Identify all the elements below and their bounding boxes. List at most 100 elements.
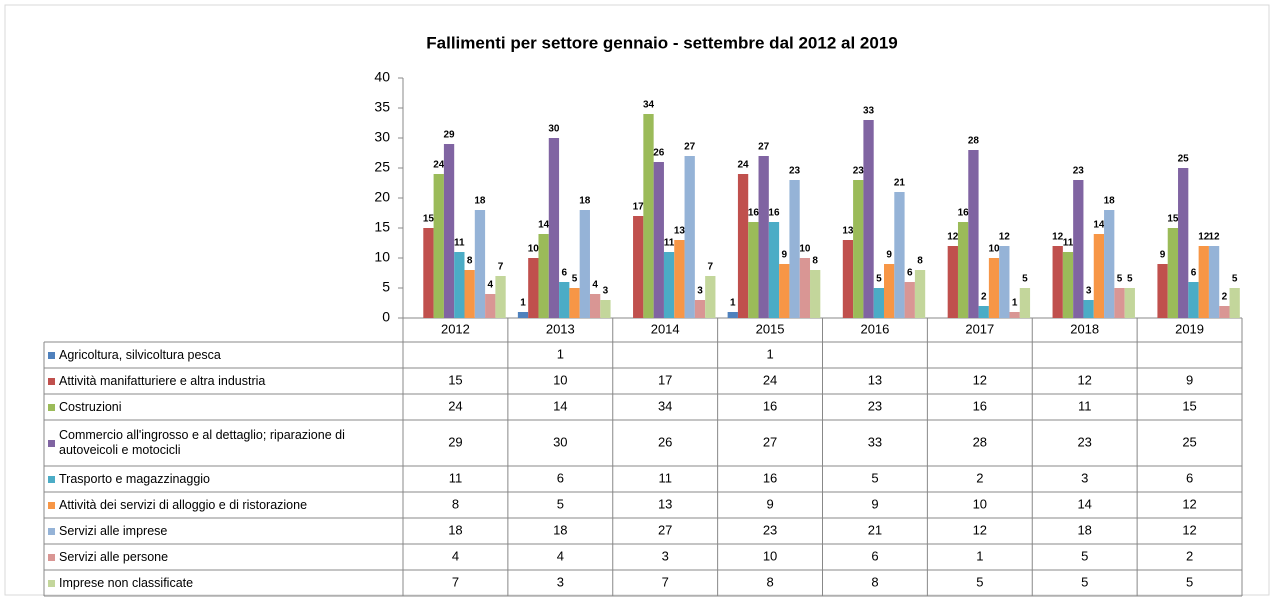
data-label: 4: [592, 280, 598, 291]
legend-cell: Attività manifatturiere e altra industri…: [44, 368, 403, 394]
data-label: 25: [1178, 154, 1190, 165]
table-value: 1: [976, 548, 983, 563]
data-label: 5: [1127, 274, 1133, 285]
bar: [600, 300, 611, 318]
data-label: 13: [674, 226, 686, 237]
table-value: 1: [766, 346, 773, 361]
data-label: 6: [1191, 268, 1197, 279]
bar: [1188, 282, 1199, 318]
table-value: 21: [868, 522, 882, 537]
data-label: 10: [988, 244, 1000, 255]
table-value: 14: [1077, 496, 1091, 511]
legend-entry: Attività manifatturiere e altra industri…: [44, 368, 403, 394]
table-value: 16: [763, 470, 777, 485]
bar: [1198, 246, 1209, 318]
data-label: 2: [1222, 292, 1228, 303]
data-label: 10: [799, 244, 811, 255]
table-value: 4: [452, 548, 459, 563]
table-value: 5: [1186, 574, 1193, 589]
bar: [548, 138, 560, 318]
bar: [485, 294, 496, 318]
table-value: 2: [1186, 548, 1193, 563]
data-label: 18: [579, 196, 591, 207]
table-value: 8: [452, 496, 459, 511]
x-tick-label: 2018: [1070, 321, 1099, 336]
bar: [663, 252, 675, 318]
y-tick-label: 25: [374, 159, 390, 175]
legend-cell: Servizi alle imprese: [48, 523, 168, 538]
table-value: 27: [763, 434, 777, 449]
data-label: 18: [474, 196, 486, 207]
table-value: 7: [452, 574, 459, 589]
data-label: 11: [664, 238, 675, 249]
legend-label: Servizi alle imprese: [59, 523, 168, 538]
bar: [1178, 168, 1189, 318]
data-label: 23: [789, 166, 801, 177]
bar: [538, 234, 549, 318]
data-label: 8: [812, 256, 818, 267]
bar: [789, 180, 800, 318]
bar: [968, 150, 979, 318]
data-label: 10: [528, 244, 540, 255]
bar: [1093, 234, 1105, 318]
table-value: 24: [448, 398, 462, 413]
bar: [694, 300, 706, 318]
bar: [1019, 288, 1031, 318]
table-value: 2: [976, 470, 983, 485]
y-tick-label: 0: [382, 309, 390, 325]
bar: [894, 192, 905, 318]
table-value: 30: [553, 434, 567, 449]
y-tick-label: 10: [374, 249, 390, 265]
data-label: 12: [999, 232, 1011, 243]
data-label: 5: [572, 274, 578, 285]
bar: [884, 264, 895, 318]
data-label: 12: [1198, 232, 1210, 243]
x-tick-label: 2016: [860, 321, 889, 336]
legend-cell: Servizi alle persone: [48, 550, 168, 564]
legend-entry: Imprese non classificate: [44, 570, 403, 596]
table-value: 6: [1186, 470, 1193, 485]
data-label: 12: [947, 232, 959, 243]
table-value: 25: [1182, 434, 1196, 449]
table-value: 5: [557, 496, 564, 511]
legend-label: Imprese non classificate: [59, 575, 194, 590]
y-tick-label: 15: [374, 219, 390, 235]
table-value: 15: [1182, 398, 1196, 413]
y-tick-label: 40: [374, 69, 390, 85]
table-value: 8: [766, 574, 773, 589]
table-value: 9: [871, 496, 878, 511]
legend-entry: Agricoltura, silvicoltura pesca: [44, 342, 403, 368]
table-value: 5: [1081, 548, 1088, 563]
table-value: 6: [871, 548, 878, 563]
bar: [863, 120, 874, 318]
table-value: 15: [448, 372, 462, 387]
bar: [947, 246, 958, 318]
table-value: 16: [763, 398, 777, 413]
table-value: 10: [763, 548, 777, 563]
bar: [433, 174, 444, 318]
table-value: 18: [553, 522, 567, 537]
x-tick-label: 2014: [651, 321, 680, 336]
chart-border: [4, 4, 1270, 596]
data-label: 3: [603, 286, 609, 297]
table-value: 12: [1077, 372, 1091, 387]
data-label: 5: [1117, 274, 1123, 285]
bar: [517, 312, 529, 318]
data-label: 16: [748, 208, 760, 219]
legend-entry: Costruzioni: [44, 394, 403, 420]
bar: [748, 222, 759, 318]
data-label: 3: [697, 286, 703, 297]
data-label: 27: [684, 142, 696, 153]
table-value: 26: [658, 434, 672, 449]
legend-entry: Commercio all'ingrosso e al dettaglio; r…: [44, 420, 403, 466]
bar: [495, 276, 506, 318]
y-tick-label: 5: [382, 279, 390, 295]
legend-key: [48, 403, 55, 411]
legend-label: Attività dei servizi di alloggio e di ri…: [59, 497, 308, 512]
data-label: 7: [708, 262, 714, 273]
legend-label: Attività manifatturiere e altra industri…: [59, 373, 266, 388]
table-value: 12: [1182, 496, 1196, 511]
data-label: 5: [876, 274, 882, 285]
data-label: 33: [863, 106, 875, 117]
